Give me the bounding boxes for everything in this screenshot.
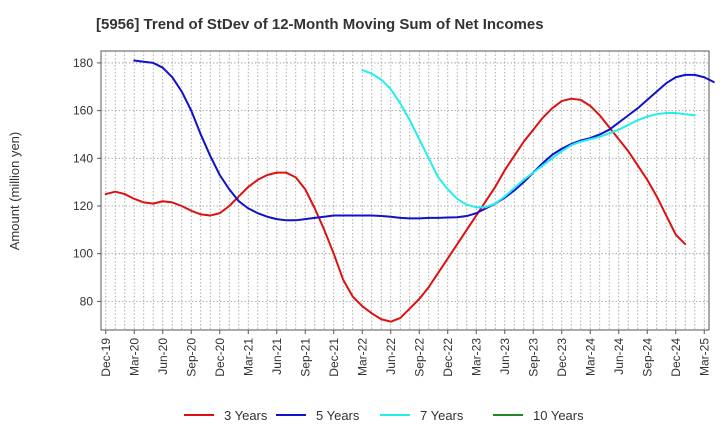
x-tick-label: Mar-25: [697, 338, 711, 376]
series-lines: [104, 59, 715, 323]
x-tick-label: Jun-24: [612, 338, 626, 375]
x-tick-label: Sep-20: [184, 338, 198, 377]
y-tick-label: 180: [73, 56, 93, 70]
legend-label: 5 Years: [316, 408, 360, 423]
x-tick-label: Mar-21: [241, 338, 255, 376]
legend-item: 3 Years: [184, 408, 268, 423]
y-axis-ticks: 80 100 120 140 160 180: [73, 56, 101, 308]
legend: 3 Years 5 Years 7 Years 10 Years: [184, 408, 584, 423]
y-tick-label: 120: [73, 199, 93, 213]
x-tick-label: Dec-20: [213, 338, 227, 377]
y-tick-label: 140: [73, 151, 93, 165]
x-tick-label: Jun-21: [270, 338, 284, 375]
x-tick-label: Jun-23: [498, 338, 512, 375]
legend-item: 10 Years: [493, 408, 584, 423]
x-tick-label: Sep-21: [298, 338, 312, 377]
chart-title: [5956] Trend of StDev of 12-Month Moving…: [96, 16, 544, 33]
x-tick-label: Dec-22: [441, 338, 455, 377]
plot-area: [100, 50, 715, 331]
x-tick-label: Mar-24: [583, 338, 597, 376]
series-line-5-years: [133, 59, 715, 222]
x-axis-ticks: Dec-19 Mar-20 Jun-20 Sep-20 Dec-20 Mar-21 Jun-…: [99, 330, 711, 377]
x-tick-label: Sep-23: [526, 338, 540, 377]
series-line-7-years: [361, 69, 696, 209]
legend-label: 7 Years: [420, 408, 464, 423]
x-tick-label: Mar-23: [469, 338, 483, 376]
plot-border: [100, 50, 710, 331]
y-tick-label: 80: [80, 294, 94, 308]
grid: [101, 51, 709, 330]
legend-item: 5 Years: [276, 408, 360, 423]
x-tick-label: Mar-20: [127, 338, 141, 376]
x-tick-label: Sep-24: [640, 338, 654, 377]
x-tick-label: Mar-22: [355, 338, 369, 376]
x-tick-label: Jun-22: [384, 338, 398, 375]
x-tick-label: Sep-22: [412, 338, 426, 377]
legend-item: 7 Years: [380, 408, 464, 423]
x-tick-label: Dec-24: [669, 338, 683, 377]
x-tick-label: Dec-21: [327, 338, 341, 377]
y-tick-label: 100: [73, 247, 93, 261]
x-tick-label: Dec-19: [99, 338, 113, 377]
y-tick-label: 160: [73, 104, 93, 118]
y-axis-label: Amount (million yen): [7, 132, 22, 251]
x-tick-label: Jun-20: [156, 338, 170, 375]
x-tick-label: Dec-23: [555, 338, 569, 377]
legend-label: 10 Years: [533, 408, 584, 423]
series-line-3-years: [104, 97, 687, 323]
legend-label: 3 Years: [224, 408, 268, 423]
